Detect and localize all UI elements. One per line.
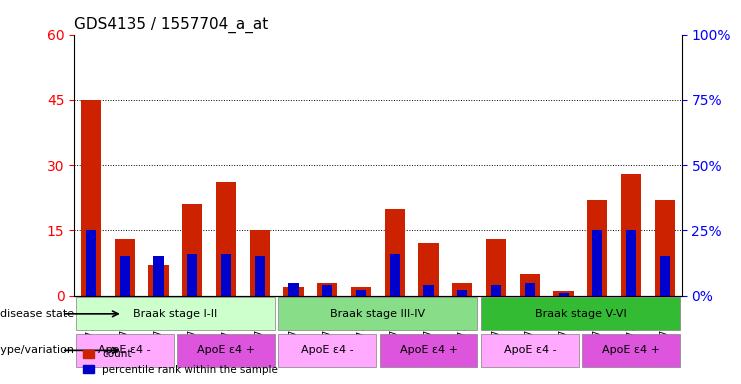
Bar bbox=[255, 257, 265, 296]
Bar bbox=[519, 274, 540, 296]
FancyBboxPatch shape bbox=[481, 334, 579, 367]
FancyBboxPatch shape bbox=[279, 334, 376, 367]
Bar bbox=[216, 182, 236, 296]
Bar bbox=[356, 290, 366, 296]
Bar bbox=[148, 265, 169, 296]
Bar bbox=[621, 174, 641, 296]
Bar bbox=[283, 287, 304, 296]
Text: ApoE ε4 -: ApoE ε4 - bbox=[99, 345, 151, 355]
Bar bbox=[419, 243, 439, 296]
Bar bbox=[525, 283, 535, 296]
Bar bbox=[120, 257, 130, 296]
FancyBboxPatch shape bbox=[481, 297, 680, 330]
Bar bbox=[626, 230, 636, 296]
FancyBboxPatch shape bbox=[582, 334, 680, 367]
Bar bbox=[559, 293, 568, 296]
Bar bbox=[554, 291, 574, 296]
Legend: count, percentile rank within the sample: count, percentile rank within the sample bbox=[79, 345, 282, 379]
Bar bbox=[288, 283, 299, 296]
Bar bbox=[390, 254, 400, 296]
Text: ApoE ε4 -: ApoE ε4 - bbox=[301, 345, 353, 355]
Text: genotype/variation: genotype/variation bbox=[0, 345, 74, 355]
Bar bbox=[457, 290, 468, 296]
Bar bbox=[592, 230, 602, 296]
Bar bbox=[250, 230, 270, 296]
Text: ApoE ε4 +: ApoE ε4 + bbox=[602, 345, 660, 355]
Bar bbox=[452, 283, 473, 296]
Bar bbox=[385, 209, 405, 296]
Bar bbox=[317, 283, 337, 296]
Text: ApoE ε4 +: ApoE ε4 + bbox=[197, 345, 255, 355]
FancyBboxPatch shape bbox=[76, 297, 275, 330]
Bar bbox=[491, 285, 501, 296]
Bar bbox=[486, 239, 506, 296]
Bar bbox=[424, 285, 433, 296]
Text: Braak stage V-VI: Braak stage V-VI bbox=[534, 309, 626, 319]
Text: ApoE ε4 -: ApoE ε4 - bbox=[503, 345, 556, 355]
Text: GDS4135 / 1557704_a_at: GDS4135 / 1557704_a_at bbox=[74, 17, 268, 33]
Bar bbox=[115, 239, 135, 296]
Bar bbox=[81, 100, 101, 296]
Text: Braak stage I-II: Braak stage I-II bbox=[133, 309, 218, 319]
Bar bbox=[351, 287, 371, 296]
Bar bbox=[86, 230, 96, 296]
Bar bbox=[187, 254, 197, 296]
FancyBboxPatch shape bbox=[279, 297, 477, 330]
Bar bbox=[659, 257, 670, 296]
FancyBboxPatch shape bbox=[379, 334, 477, 367]
Bar bbox=[655, 200, 675, 296]
Bar bbox=[587, 200, 608, 296]
Text: Braak stage III-IV: Braak stage III-IV bbox=[330, 309, 425, 319]
Bar bbox=[322, 285, 332, 296]
Bar bbox=[221, 254, 231, 296]
Bar bbox=[153, 257, 164, 296]
FancyBboxPatch shape bbox=[177, 334, 275, 367]
Text: ApoE ε4 +: ApoE ε4 + bbox=[399, 345, 457, 355]
Text: disease state: disease state bbox=[0, 309, 74, 319]
Bar bbox=[182, 204, 202, 296]
FancyBboxPatch shape bbox=[76, 334, 173, 367]
